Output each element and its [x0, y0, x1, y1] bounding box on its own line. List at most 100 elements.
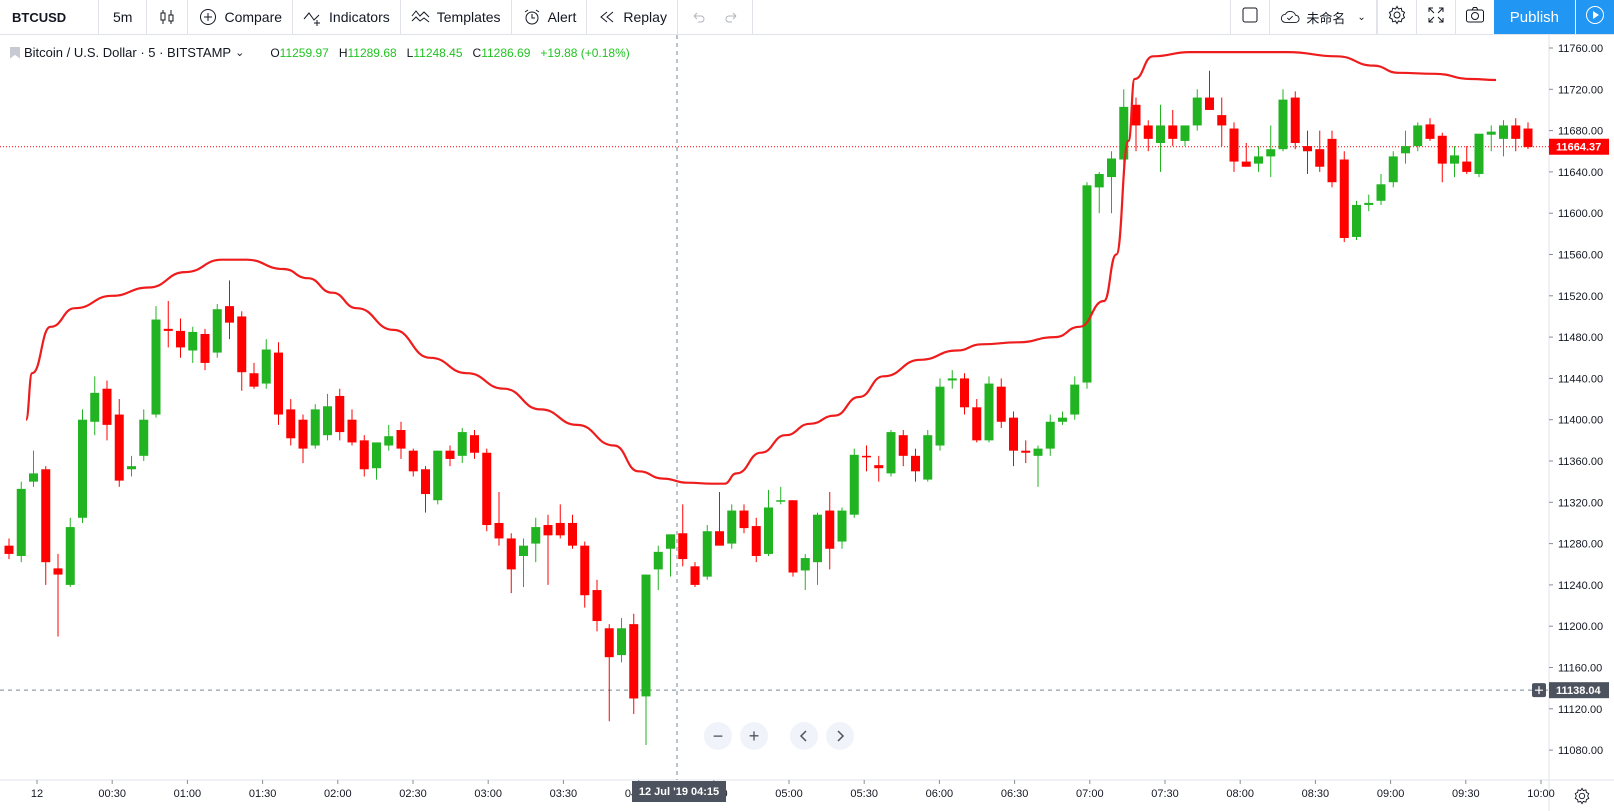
time-tick-label: 06:00 — [926, 788, 954, 800]
legend-title[interactable]: Bitcoin / U.S. Dollar · 5 · BITSTAMP — [24, 45, 232, 60]
symbol-search-button[interactable]: BTCUSD — [0, 0, 99, 34]
fullscreen-rect-button[interactable] — [1230, 0, 1269, 34]
publish-label: Publish — [1509, 8, 1559, 26]
candle-body — [1511, 125, 1521, 139]
snapshot-button[interactable] — [1454, 0, 1494, 34]
candle — [1388, 151, 1398, 188]
candle — [923, 430, 933, 482]
price-chart[interactable]: 11760.00 11720.00 11680.00 11640.00 11600.00… — [0, 35, 1614, 811]
candle — [1045, 414, 1055, 456]
candle-body — [1241, 161, 1251, 167]
candle — [90, 376, 100, 436]
candle-body — [1327, 138, 1337, 183]
chart-style-button[interactable] — [147, 0, 189, 34]
candle — [592, 579, 602, 632]
crosshair-price-value: 11138.04 — [1556, 685, 1602, 697]
candle — [1107, 151, 1116, 214]
interval-button[interactable]: 5m — [99, 0, 148, 34]
publish-button[interactable]: Publish — [1493, 0, 1575, 34]
candle-body — [800, 558, 810, 571]
candle-body — [666, 534, 675, 549]
low-value: 11248.45 — [413, 45, 463, 60]
candle — [898, 430, 908, 467]
candle — [1058, 411, 1067, 425]
candle-body — [41, 469, 51, 563]
candle — [641, 574, 651, 745]
templates-button[interactable]: Templates — [401, 0, 512, 34]
replay-button[interactable]: Replay — [587, 0, 678, 34]
candle — [1499, 120, 1508, 157]
candle — [960, 373, 969, 415]
candle-body — [739, 510, 749, 529]
candle-body — [249, 373, 259, 387]
settings-button[interactable] — [1376, 0, 1416, 34]
candle-body — [1217, 115, 1227, 126]
candle — [139, 409, 149, 461]
candle — [200, 328, 210, 371]
candle-body — [1523, 128, 1533, 148]
candle-body — [690, 566, 700, 585]
time-tick-label: 08:30 — [1302, 788, 1330, 800]
fullscreen-icon — [1427, 6, 1445, 29]
zoom-in-button[interactable]: + — [740, 722, 768, 750]
symbol-label: BTCUSD — [12, 9, 67, 25]
alert-button[interactable]: Alert — [512, 0, 588, 34]
candle — [1033, 445, 1043, 487]
candle — [1278, 89, 1288, 152]
candle — [274, 342, 283, 425]
candle — [1070, 376, 1080, 420]
price-tick-label: 11280.00 — [1558, 539, 1603, 551]
indicators-button[interactable]: Indicators — [293, 0, 401, 34]
candle-body — [592, 590, 602, 622]
symbol-flag-icon — [10, 46, 20, 59]
scroll-left-button[interactable] — [790, 722, 818, 750]
time-tick-label: 05:30 — [850, 788, 878, 800]
candle-body — [727, 510, 737, 544]
candle-body — [580, 545, 590, 596]
candle-body — [788, 500, 798, 573]
chevron-left-icon — [799, 730, 807, 742]
candle — [102, 380, 112, 441]
open-key: O — [270, 45, 280, 60]
chevron-down-icon[interactable]: ⌄ — [235, 47, 245, 59]
price-tick-label: 11440.00 — [1558, 373, 1603, 385]
candle — [1462, 146, 1472, 174]
play-button[interactable] — [1575, 0, 1614, 34]
plus-glyph — [1535, 686, 1543, 695]
undo-icon[interactable] — [688, 7, 708, 27]
candle-body — [1352, 204, 1361, 237]
candle — [813, 512, 822, 585]
fullscreen-button[interactable] — [1415, 0, 1455, 34]
candles-icon — [157, 7, 177, 27]
zoom-out-button[interactable]: − — [704, 722, 732, 750]
candle-body — [715, 531, 724, 546]
low-key: L — [406, 45, 414, 60]
candle — [531, 517, 541, 563]
chart-settings-corner[interactable] — [1550, 780, 1614, 811]
candle-body — [237, 316, 247, 373]
candle — [1082, 182, 1092, 389]
candle — [1021, 440, 1031, 464]
candle — [1266, 125, 1276, 178]
layout-name-button[interactable]: 未命名 ⌄ — [1269, 0, 1377, 34]
redo-icon[interactable] — [722, 7, 742, 27]
candle-body — [653, 551, 663, 570]
add-alert-plus-icon — [1532, 683, 1546, 698]
compare-button[interactable]: Compare — [188, 0, 294, 34]
candle-body — [335, 395, 345, 433]
candle-body — [1021, 450, 1031, 453]
candle — [261, 339, 271, 389]
price-tick-label: 11080.00 — [1558, 745, 1603, 757]
candle-body — [617, 628, 626, 656]
candle — [470, 430, 479, 459]
candle — [323, 393, 332, 441]
candle — [286, 399, 296, 446]
scroll-right-button[interactable] — [826, 722, 854, 750]
play-circle-icon — [1585, 5, 1605, 30]
candle-body — [886, 432, 896, 474]
time-tick-label: 01:00 — [174, 788, 202, 800]
candle-body — [1143, 125, 1153, 139]
candle-body — [1339, 159, 1349, 238]
candle — [1192, 89, 1202, 131]
price-tick-label: 11160.00 — [1558, 663, 1602, 675]
